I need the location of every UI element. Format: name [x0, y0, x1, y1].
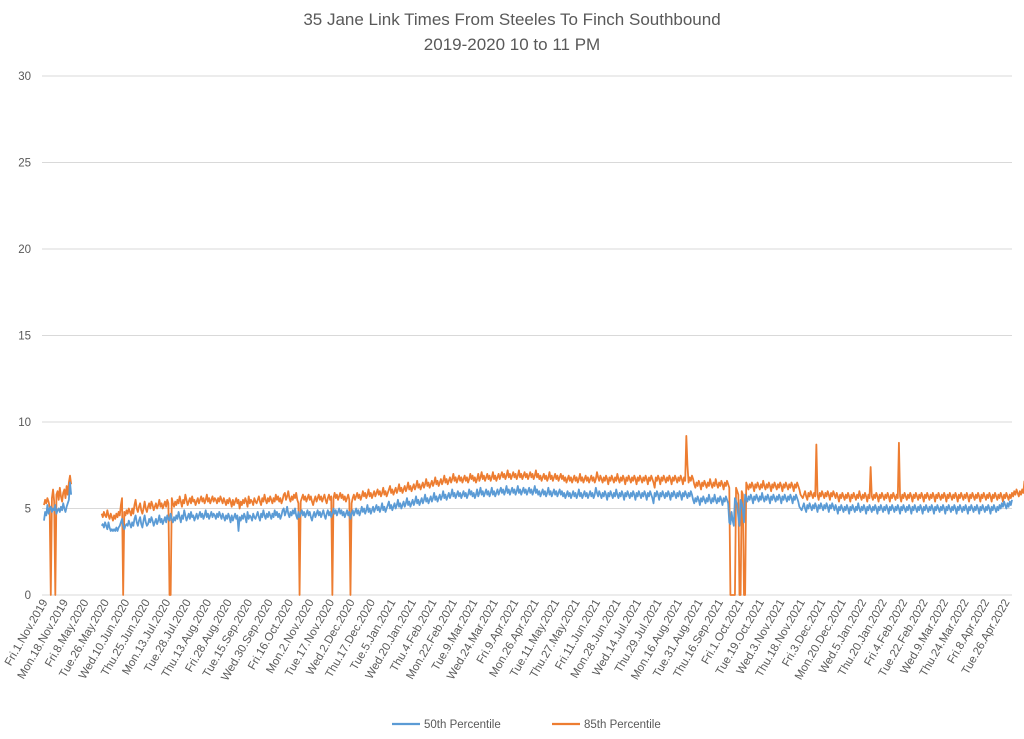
legend-label: 85th Percentile: [584, 719, 661, 731]
gridlines: [42, 75, 1012, 596]
series-lines: [43, 434, 1024, 596]
series-line-50th: [43, 481, 1013, 532]
y-tick-label: 5: [25, 504, 31, 516]
legend-label: 50th Percentile: [424, 719, 501, 731]
x-axis-tick-labels: Fri.1.Nov.2019Mon.18.Nov.2019Fri.8.May.2…: [3, 597, 1013, 683]
chart-title: 35 Jane Link Times From Steeles To Finch…: [303, 10, 720, 29]
y-tick-label: 15: [18, 331, 31, 343]
series-line-85th: [43, 434, 1024, 596]
y-tick-label: 25: [18, 158, 31, 170]
y-tick-label: 30: [18, 71, 31, 83]
y-tick-label: 20: [18, 244, 31, 256]
y-tick-label: 0: [25, 590, 31, 602]
legend: 50th Percentile 85th Percentile: [392, 719, 661, 731]
y-axis-tick-labels: 0 5 10 15 20 25 30: [18, 71, 31, 602]
chart-subtitle: 2019-2020 10 to 11 PM: [424, 35, 600, 54]
y-tick-label: 10: [18, 417, 31, 429]
